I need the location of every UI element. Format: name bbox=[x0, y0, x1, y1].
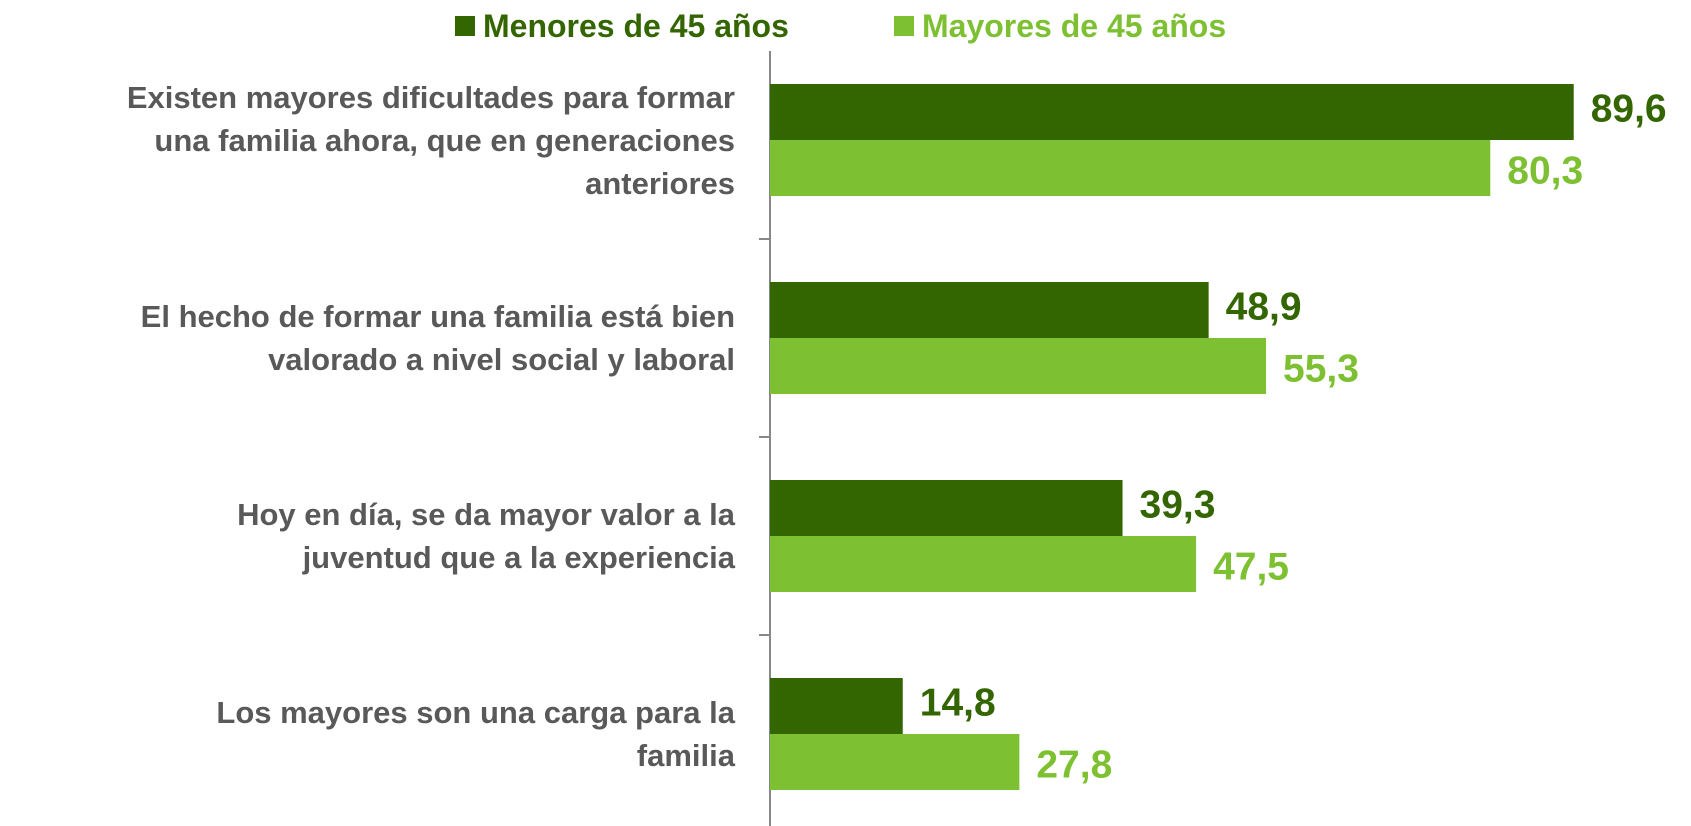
value-label: 47,5 bbox=[1213, 546, 1289, 589]
value-label: 39,3 bbox=[1140, 484, 1216, 527]
legend-label: Mayores de 45 años bbox=[922, 8, 1226, 44]
bar bbox=[770, 140, 1491, 196]
bar bbox=[770, 338, 1267, 394]
category-label: Existen mayores dificultades para formar… bbox=[126, 79, 735, 201]
bar bbox=[770, 84, 1574, 140]
value-label: 89,6 bbox=[1591, 88, 1667, 131]
bar bbox=[770, 282, 1209, 338]
category-label: Los mayores son una carga para la famili… bbox=[216, 695, 735, 773]
bar bbox=[770, 480, 1123, 536]
legend-label: Menores de 45 años bbox=[483, 8, 789, 44]
bar bbox=[770, 536, 1197, 592]
category-label: Hoy en día, se da mayor valor a la juven… bbox=[237, 497, 735, 575]
legend-swatch bbox=[894, 16, 914, 36]
value-label: 55,3 bbox=[1283, 348, 1359, 391]
category-label: El hecho de formar una familia está bien… bbox=[140, 299, 735, 377]
value-label: 80,3 bbox=[1507, 150, 1583, 193]
bar bbox=[770, 678, 903, 734]
value-label: 48,9 bbox=[1226, 286, 1302, 329]
value-label: 14,8 bbox=[920, 682, 996, 725]
value-label: 27,8 bbox=[1036, 744, 1112, 787]
legend-swatch bbox=[455, 16, 475, 36]
bar bbox=[770, 734, 1020, 790]
